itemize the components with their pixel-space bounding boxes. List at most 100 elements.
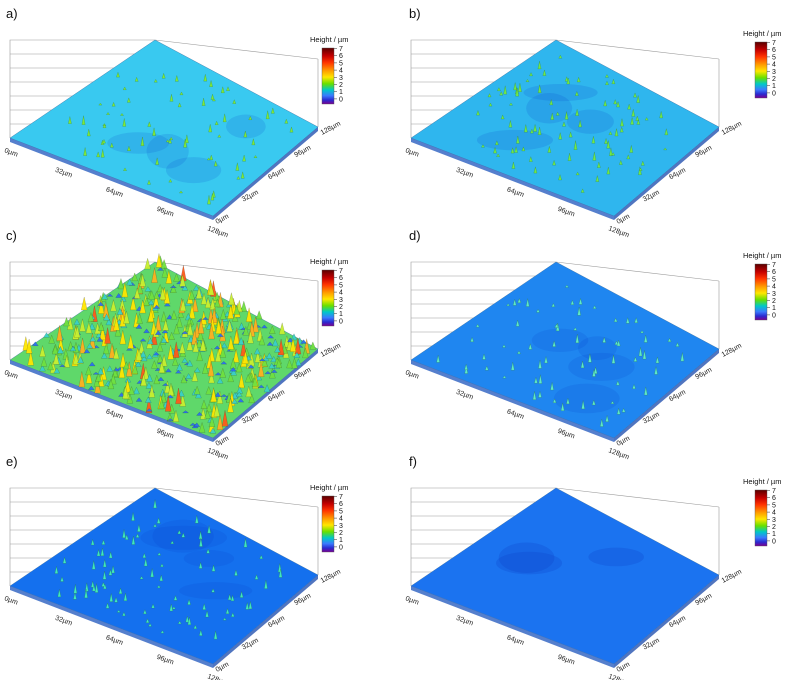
surface-peak (79, 337, 86, 354)
surface-spike (240, 171, 245, 179)
surface-peak (151, 267, 158, 283)
surface-spike (206, 157, 211, 161)
axis-tick-label: 0µm (404, 595, 419, 606)
surface-peak (236, 391, 243, 397)
surface-peak (118, 363, 125, 378)
surface-peak (192, 297, 199, 312)
surface-spike (217, 134, 222, 138)
surface-peak (153, 304, 160, 309)
surface-peak (208, 371, 215, 384)
surface-spike (537, 84, 542, 93)
surface-peak (254, 348, 261, 355)
surface-spike (514, 146, 518, 153)
surface-spike (659, 111, 663, 119)
surface-spike (243, 130, 248, 138)
surface-depression (523, 84, 598, 102)
surface-spike (105, 602, 110, 609)
surface-peak (176, 316, 183, 328)
surface-peak (96, 336, 103, 342)
surface-spike (173, 595, 178, 601)
surface-spike (605, 74, 609, 78)
surface-spike (231, 612, 235, 617)
surface-peak (143, 297, 150, 306)
surface-peak (92, 372, 100, 375)
colorbar-tick-label: 0 (772, 538, 776, 545)
surface-spike (573, 327, 578, 331)
surface-peak (148, 384, 155, 398)
colorbar-tick-label: 7 (772, 262, 776, 269)
surface-spike (157, 552, 162, 556)
surface-spike (236, 176, 241, 180)
surface-spike (610, 401, 615, 404)
surface-spike (643, 334, 648, 343)
surface-peak (144, 258, 151, 270)
surface-spike (73, 592, 77, 600)
surface-peak (52, 345, 59, 355)
surface-peak (146, 408, 153, 412)
panel-f: f)0µm32µm64µm96µm128µm0µm32µm64µm96µm128… (404, 454, 781, 680)
surface-peak (140, 373, 147, 386)
surface-peak (105, 318, 112, 325)
surface-peak (161, 354, 168, 367)
surface-spike (538, 391, 542, 398)
surface-spike (640, 330, 644, 334)
surface-spike (575, 334, 580, 343)
surface-spike (92, 584, 96, 592)
surface-peak (145, 382, 153, 389)
panel-c: c)0µm32µm64µm96µm128µm0µm32µm64µm96µm128… (3, 228, 348, 461)
surface-spike (155, 157, 159, 165)
axis-tick-label: 0µm (3, 595, 18, 606)
surface-peak (126, 361, 133, 377)
surface-spike (497, 87, 501, 91)
surface-spike (230, 595, 235, 601)
surface-spike (613, 317, 618, 322)
surface-spike (528, 343, 533, 350)
surface-peak (73, 352, 80, 365)
surface-spike (185, 615, 189, 623)
colorbar-tick-label: 5 (772, 54, 776, 61)
surface-peak (128, 386, 135, 395)
surface (9, 39, 319, 217)
surface-spike (534, 376, 538, 384)
surface-spike (616, 407, 621, 415)
surface-spike (595, 175, 600, 182)
surface-spike (243, 538, 248, 548)
colorbar-tick-label: 0 (772, 90, 776, 97)
surface-spike (508, 120, 513, 128)
surface-peak (173, 341, 180, 358)
surface-spike (248, 116, 253, 120)
surface-spike (600, 419, 604, 427)
surface-peak (259, 358, 266, 362)
colorbar-tick-label: 2 (339, 82, 343, 89)
surface-peak (146, 374, 153, 382)
surface-peak (145, 397, 153, 413)
surface-peak (147, 337, 154, 345)
surface-depression (553, 383, 620, 414)
surface-spike (259, 555, 263, 559)
surface-spike (73, 584, 78, 594)
surface-spike (525, 79, 530, 82)
surface-spike (140, 136, 145, 146)
surface-depression (577, 336, 617, 361)
axis-tick-label: 64µm (105, 186, 124, 199)
surface-peak (197, 318, 205, 334)
surface-peak (153, 291, 160, 299)
surface-peak (78, 371, 85, 388)
surface-peak (158, 361, 165, 373)
surface-depression (498, 542, 555, 573)
surface-spike (254, 574, 259, 580)
surface-peak (106, 365, 113, 372)
surface-peak (135, 361, 142, 367)
surface-spike (564, 111, 569, 120)
surface-peak (216, 377, 224, 384)
surface-peak (110, 373, 117, 385)
surface-peak (119, 352, 127, 368)
surface-spike (538, 374, 543, 384)
surface-spike (150, 568, 154, 578)
surface-peak (186, 337, 193, 351)
surface-peak (138, 341, 145, 354)
surface-peak (160, 259, 168, 269)
surface-spike (170, 540, 175, 544)
surface-peak (187, 322, 194, 336)
surface-spike (518, 83, 522, 92)
